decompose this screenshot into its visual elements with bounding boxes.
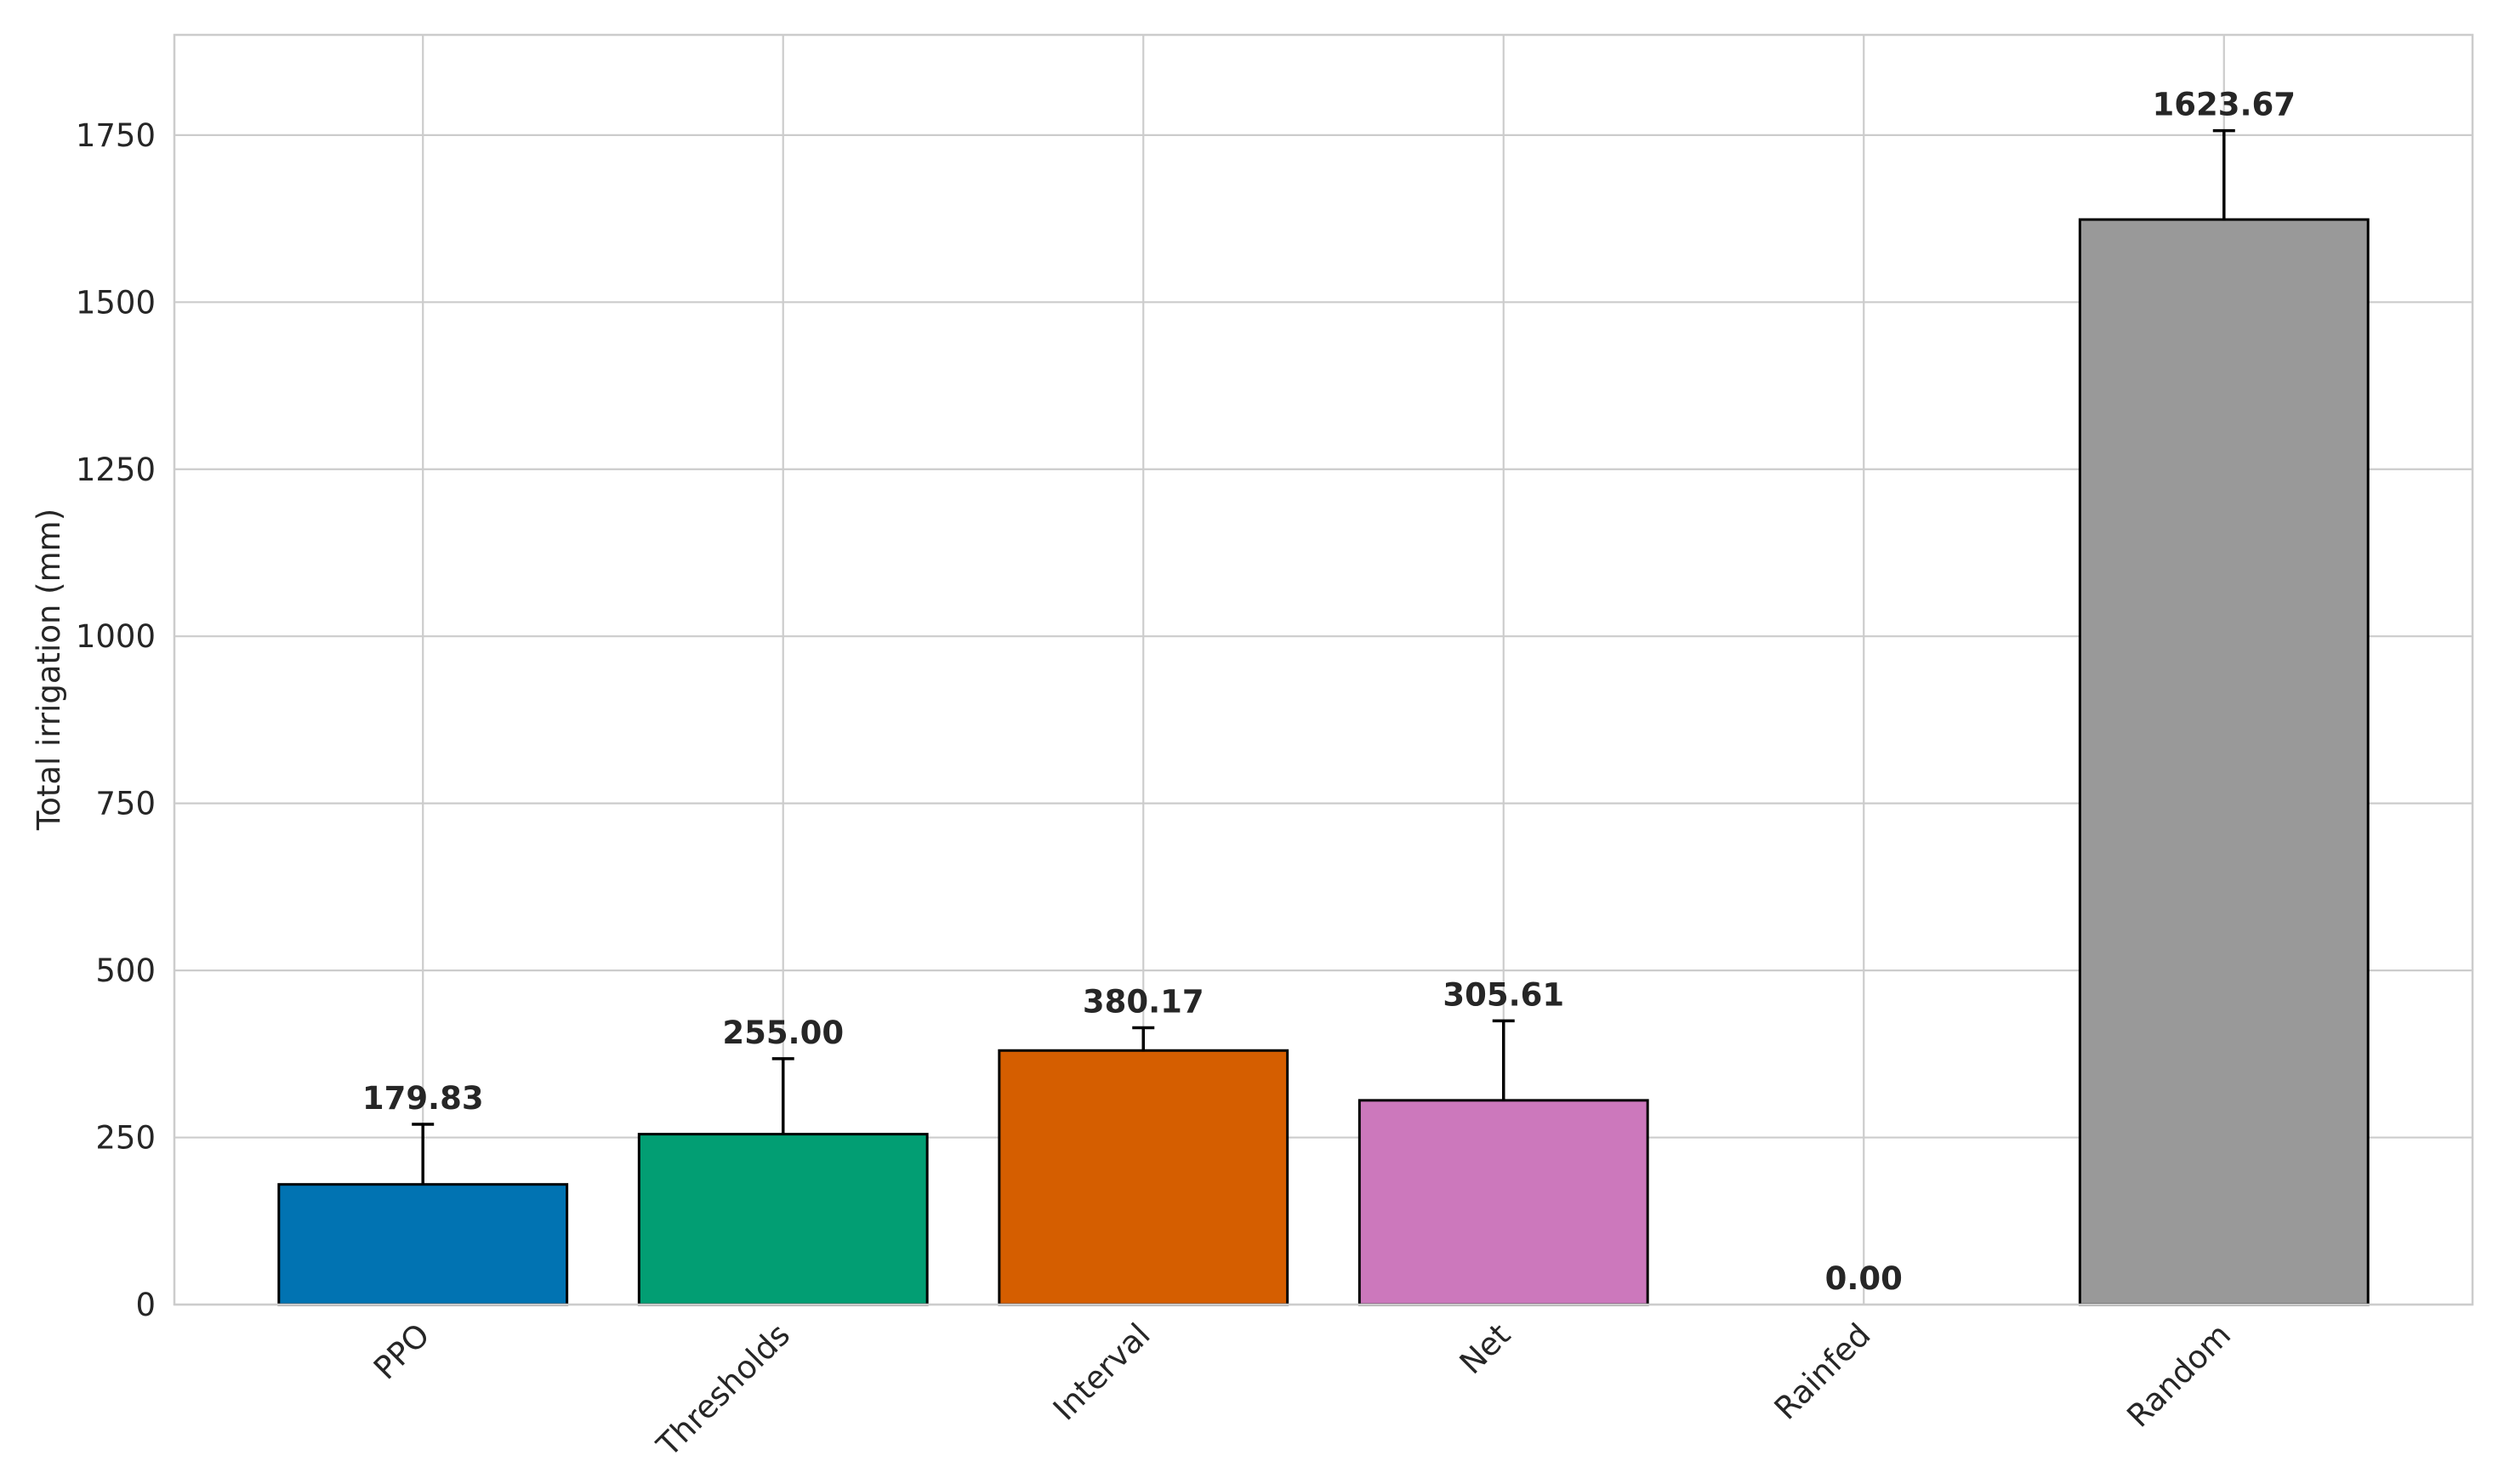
- y-tick-label: 1750: [76, 117, 156, 154]
- bar-ppo: [277, 1183, 569, 1306]
- x-tick-label-random: Random: [2120, 1316, 2238, 1435]
- x-tick-label-interval: Interval: [1046, 1316, 1158, 1428]
- value-labels: 179.83 255.00 380.17 305.61 0.00 1623.67: [362, 87, 2296, 1297]
- y-tick-label: 750: [95, 786, 156, 822]
- value-label-interval: 380.17: [1083, 984, 1204, 1021]
- value-label-random: 1623.67: [2153, 87, 2296, 123]
- y-axis-title: Total irrigation (mm): [31, 509, 67, 831]
- bar-interval: [998, 1049, 1289, 1306]
- plot-frame: [173, 33, 2474, 1306]
- x-tick-label-thresholds: Thresholds: [649, 1316, 797, 1464]
- y-tick-label: 500: [95, 952, 156, 989]
- value-label-rainfed: 0.00: [1825, 1260, 1903, 1297]
- value-label-net: 305.61: [1443, 976, 1564, 1013]
- bar-thresholds: [637, 1133, 929, 1306]
- y-tick-label: 1250: [76, 452, 156, 488]
- x-axis-ticks: PPO Thresholds Interval Net Rainfed Random: [367, 1316, 2238, 1464]
- y-tick-label: 250: [95, 1120, 156, 1157]
- bars: [277, 218, 2370, 1306]
- x-tick-label-net: Net: [1453, 1316, 1517, 1381]
- value-label-thresholds: 255.00: [722, 1015, 844, 1051]
- bar-random: [2078, 218, 2370, 1306]
- x-tick-label-rainfed: Rainfed: [1767, 1316, 1878, 1427]
- y-tick-label: 0: [135, 1287, 156, 1323]
- value-label-ppo: 179.83: [362, 1080, 484, 1117]
- error-bars: [412, 128, 2235, 1185]
- bar-net: [1357, 1099, 1649, 1306]
- y-tick-label: 1000: [76, 618, 156, 655]
- y-axis-ticks: 0 250 500 750 1000 1250 1500 1750: [76, 117, 156, 1323]
- y-tick-label: 1500: [76, 284, 156, 321]
- x-tick-label-ppo: PPO: [367, 1316, 437, 1387]
